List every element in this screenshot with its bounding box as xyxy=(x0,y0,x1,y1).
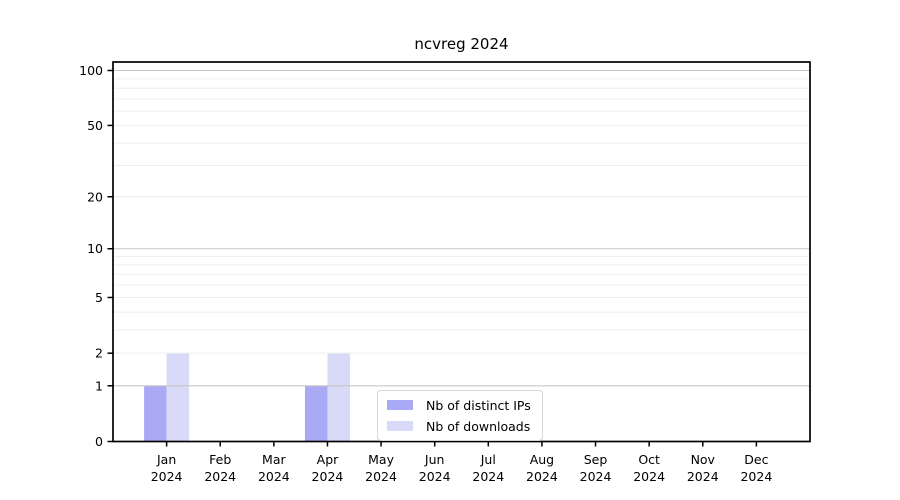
bar-downloads-jan xyxy=(166,353,190,442)
x-tick-label-year: 2024 xyxy=(526,469,558,484)
x-tick-label-year: 2024 xyxy=(365,469,397,484)
x-tick-label-month: Jan xyxy=(156,452,176,467)
x-tick-label-month: Sep xyxy=(584,452,608,467)
legend-swatch-downloads xyxy=(387,421,413,431)
y-tick-label: 1 xyxy=(95,378,103,393)
x-tick-label-month: Mar xyxy=(262,452,286,467)
y-tick-label: 50 xyxy=(87,118,103,133)
legend-label-distinct-ips: Nb of distinct IPs xyxy=(426,397,531,413)
x-tick-label-month: Nov xyxy=(691,452,716,467)
x-tick-label-year: 2024 xyxy=(151,469,183,484)
x-tick-label-year: 2024 xyxy=(258,469,290,484)
x-tick-label-year: 2024 xyxy=(687,469,719,484)
x-tick-label-month: Oct xyxy=(638,452,660,467)
y-tick-label: 10 xyxy=(87,241,103,256)
x-tick-label-month: Apr xyxy=(317,452,339,467)
legend-item-distinct-ips: Nb of distinct IPs xyxy=(387,397,531,413)
legend-swatch-distinct-ips xyxy=(387,400,413,410)
x-tick-label-year: 2024 xyxy=(419,469,451,484)
bar-distinct-ips-jan xyxy=(144,385,167,442)
y-tick-label: 20 xyxy=(87,189,103,204)
bar-downloads-apr xyxy=(327,353,350,442)
chart-legend: Nb of distinct IPs Nb of downloads xyxy=(377,390,543,441)
x-tick-label-year: 2024 xyxy=(740,469,772,484)
legend-label-downloads: Nb of downloads xyxy=(426,418,531,434)
y-tick-label: 0 xyxy=(95,434,103,449)
bar-distinct-ips-apr xyxy=(304,385,328,442)
x-tick-label-month: Dec xyxy=(744,452,768,467)
y-tick-label: 2 xyxy=(95,346,103,361)
x-tick-label-month: Aug xyxy=(530,452,554,467)
x-tick-label-year: 2024 xyxy=(472,469,504,484)
legend-item-downloads: Nb of downloads xyxy=(387,418,531,434)
x-tick-label-month: May xyxy=(368,452,394,467)
x-tick-label-month: Jun xyxy=(424,452,445,467)
x-tick-label-year: 2024 xyxy=(204,469,236,484)
x-tick-label-month: Feb xyxy=(209,452,231,467)
x-tick-label-year: 2024 xyxy=(312,469,344,484)
y-tick-label: 5 xyxy=(95,290,103,305)
x-tick-label-year: 2024 xyxy=(633,469,665,484)
x-tick-label-month: Jul xyxy=(480,452,496,467)
chart-title: ncvreg 2024 xyxy=(414,35,509,53)
y-tick-label: 100 xyxy=(79,63,103,78)
x-tick-label-year: 2024 xyxy=(580,469,612,484)
plot-border xyxy=(112,61,811,443)
